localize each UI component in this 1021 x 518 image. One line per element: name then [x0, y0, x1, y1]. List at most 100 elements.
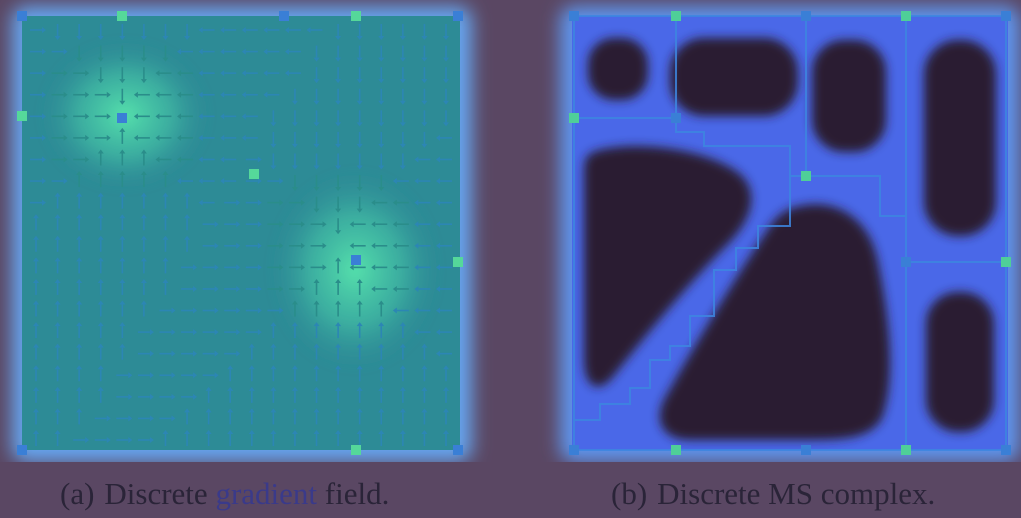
critical-point: [351, 255, 361, 265]
gradient-arrowhead: [371, 264, 376, 271]
gradient-arrowhead: [399, 79, 406, 84]
gradient-arrowhead: [414, 329, 419, 336]
gradient-arrowhead: [198, 134, 203, 141]
gradient-arrowhead: [291, 386, 298, 391]
critical-point: [901, 11, 911, 21]
cell-top-middle: [670, 38, 798, 116]
gradient-arrowhead: [149, 329, 154, 336]
gradient-arrowhead: [140, 257, 147, 262]
gradient-arrowhead: [106, 134, 111, 141]
gradient-arrowhead: [198, 199, 203, 206]
gradient-arrowhead: [356, 122, 363, 127]
gradient-arrowhead: [335, 143, 342, 148]
gradient-arrowhead: [421, 408, 428, 413]
gradient-arrowhead: [356, 300, 363, 305]
gradient-arrowhead: [76, 214, 83, 219]
gradient-arrowhead: [54, 257, 61, 262]
gradient-arrowhead: [42, 156, 46, 163]
gradient-arrowhead: [371, 242, 376, 249]
gradient-arrowhead: [214, 285, 219, 292]
gradient-arrowhead: [140, 214, 147, 219]
gradient-arrowhead: [279, 285, 284, 292]
gradient-arrowhead: [220, 27, 225, 33]
gradient-arrowhead: [33, 322, 39, 327]
gradient-arrowhead: [313, 365, 320, 370]
critical-point: [351, 445, 361, 455]
caption-b-tag: (b): [611, 476, 648, 511]
gradient-arrowhead: [54, 192, 61, 197]
gradient-arrowhead: [119, 149, 126, 154]
gradient-arrowhead: [443, 100, 449, 105]
critical-point: [671, 11, 681, 21]
gradient-arrowhead: [291, 322, 298, 327]
gradient-arrowhead: [198, 48, 203, 55]
gradient-arrowhead: [54, 322, 61, 327]
gradient-arrowhead: [106, 91, 111, 98]
gradient-arrowhead: [140, 171, 147, 176]
gradient-arrowhead: [214, 372, 219, 379]
gradient-arrowhead: [63, 178, 68, 185]
gradient-arrowhead: [198, 91, 203, 98]
gradient-arrowhead: [414, 221, 419, 228]
gradient-arrowhead: [76, 192, 83, 197]
gradient-arrowhead: [284, 27, 289, 33]
gradient-arrowhead: [313, 79, 320, 84]
gradient-arrowhead: [184, 36, 191, 40]
gradient-arrowhead: [63, 91, 68, 98]
gradient-arrowhead: [421, 36, 428, 40]
gradient-arrowhead: [140, 300, 147, 305]
gradient-arrowhead: [378, 365, 385, 370]
gradient-arrowhead: [335, 208, 342, 213]
gradient-arrowhead: [106, 415, 111, 422]
critical-point: [901, 257, 911, 267]
gradient-arrowhead: [54, 430, 61, 434]
gradient-arrowhead: [205, 430, 212, 434]
gradient-arrowhead: [63, 156, 68, 163]
gradient-arrowhead: [284, 70, 289, 77]
gradient-arrowhead: [421, 343, 428, 348]
gradient-arrowhead: [140, 36, 147, 40]
gradient-arrowhead: [300, 285, 305, 292]
gradient-arrowhead: [198, 178, 203, 185]
gradient-arrowhead: [193, 285, 198, 292]
critical-points-b: [569, 11, 1011, 455]
critical-point: [117, 113, 127, 123]
gradient-arrowhead: [313, 187, 320, 192]
gradient-arrowhead: [76, 386, 83, 391]
gradient-arrowhead: [335, 300, 342, 305]
gradient-arrowhead: [436, 350, 440, 357]
gradient-arrowhead: [356, 143, 363, 148]
gradient-arrowhead: [313, 430, 320, 434]
gradient-arrowhead: [335, 365, 342, 370]
critical-point: [801, 171, 811, 181]
panel-a-gradient-field: [12, 6, 472, 462]
gradient-arrowhead: [236, 264, 241, 271]
gradient-arrowhead: [279, 199, 284, 206]
gradient-arrowhead: [414, 285, 419, 292]
critical-point: [249, 169, 259, 179]
gradient-arrowhead: [97, 386, 104, 391]
gradient-arrowhead: [270, 365, 277, 370]
gradient-arrowhead: [392, 307, 397, 314]
gradient-arrowhead: [128, 393, 133, 400]
gradient-arrowhead: [149, 393, 154, 400]
gradient-arrowhead: [133, 113, 138, 120]
gradient-arrowhead: [257, 221, 262, 228]
gradient-arrowhead: [284, 48, 289, 55]
gradient-arrowhead: [171, 350, 176, 357]
gradient-arrowhead: [149, 437, 154, 443]
gradient-arrowhead: [97, 235, 104, 240]
gradient-arrowhead: [421, 430, 428, 434]
gradient-arrowhead: [291, 408, 298, 413]
gradient-arrowhead: [214, 350, 219, 357]
gradient-arrowhead: [162, 430, 169, 434]
gradient-arrowhead: [42, 178, 46, 185]
gradient-arrowhead: [443, 430, 449, 434]
gradient-arrowhead: [193, 372, 198, 379]
gradient-arrowhead: [414, 242, 419, 249]
gradient-arrowhead: [436, 307, 440, 314]
gradient-arrowhead: [54, 235, 61, 240]
gradient-arrowhead: [257, 242, 262, 249]
gradient-arrowhead: [184, 235, 191, 240]
gradient-arrowhead: [33, 257, 39, 262]
